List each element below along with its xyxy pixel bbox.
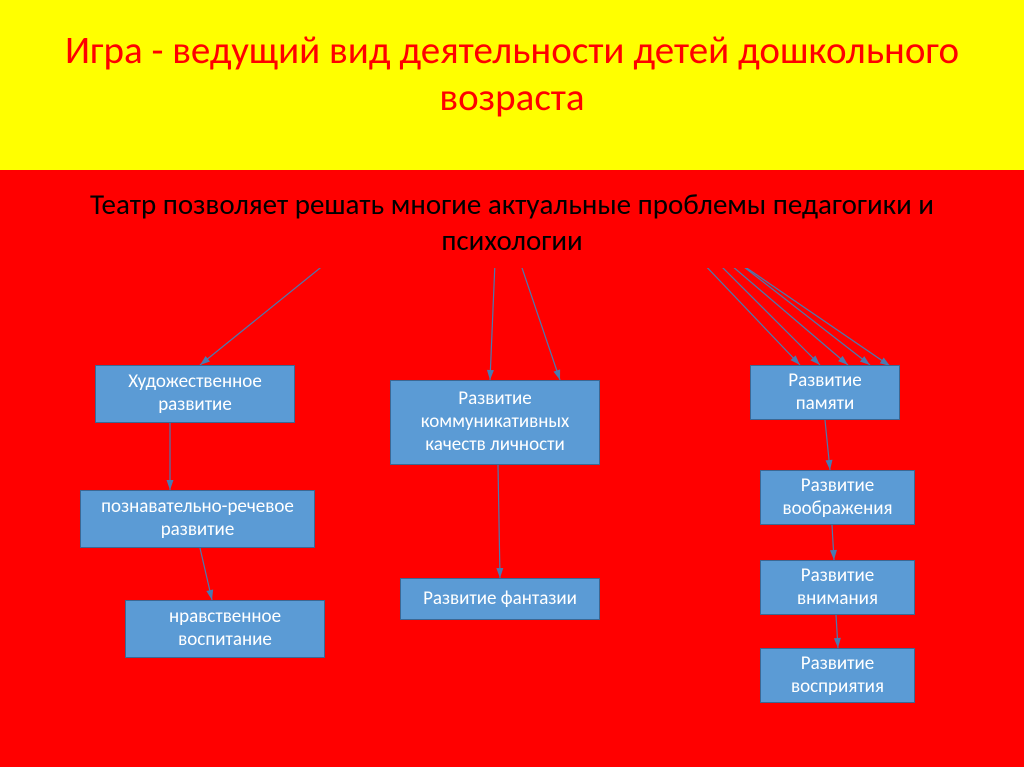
main-band: Театр позволяет решать многие актуальные… (0, 170, 1024, 767)
diagram-node: Художественное развитие (95, 365, 295, 423)
diagram-node: Развитие внимания (760, 560, 915, 615)
diagram-node: Развитие памяти (750, 365, 900, 420)
diagram-node: Развитие коммуникативных качеств личност… (390, 380, 600, 465)
diagram-node: Развитие восприятия (760, 648, 915, 703)
header-band: Игра - ведущий вид деятельности детей до… (0, 0, 1024, 170)
diagram-canvas: Художественное развитие познавательно-реч… (0, 268, 1024, 767)
diagram-node: Развитие воображения (760, 470, 915, 525)
diagram-node: нравственное воспитание (125, 600, 325, 658)
diagram-node: познавательно-речевое развитие (80, 490, 315, 548)
slide-title: Игра - ведущий вид деятельности детей до… (40, 28, 984, 122)
slide-subtitle: Театр позволяет решать многие актуальные… (0, 170, 1024, 267)
diagram-node: Развитие фантазии (400, 578, 600, 620)
